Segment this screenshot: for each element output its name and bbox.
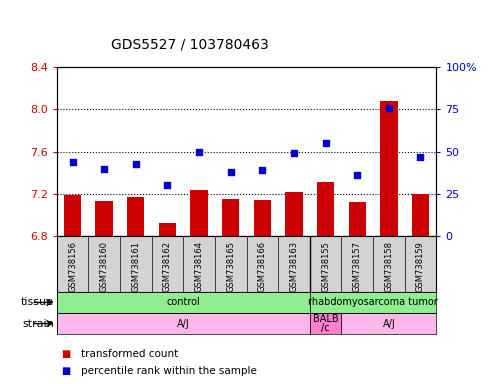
Point: [195, 149, 203, 155]
Bar: [349, 202, 366, 236]
Bar: [222, 199, 240, 236]
Bar: [253, 200, 271, 236]
Text: A/J: A/J: [383, 318, 395, 329]
Bar: [96, 201, 113, 236]
Bar: [310, 313, 341, 334]
Bar: [341, 313, 436, 334]
Text: transformed count: transformed count: [81, 349, 178, 359]
Text: BALB
/c: BALB /c: [313, 314, 338, 333]
Point: [132, 161, 140, 167]
Point: [227, 169, 235, 175]
Bar: [310, 292, 436, 313]
Text: ■: ■: [62, 366, 71, 376]
Text: A/J: A/J: [177, 318, 190, 329]
Bar: [159, 223, 176, 236]
Text: rhabdomyosarcoma tumor: rhabdomyosarcoma tumor: [308, 297, 438, 308]
Bar: [64, 195, 81, 236]
Text: tissue: tissue: [21, 297, 54, 308]
Bar: [57, 313, 310, 334]
Point: [258, 167, 266, 173]
Bar: [380, 101, 397, 236]
Text: GDS5527 / 103780463: GDS5527 / 103780463: [111, 38, 268, 52]
Point: [69, 159, 76, 165]
Bar: [57, 292, 310, 313]
Point: [417, 154, 424, 160]
Point: [353, 172, 361, 179]
Bar: [190, 190, 208, 236]
Point: [321, 140, 329, 146]
Point: [164, 182, 172, 189]
Text: strain: strain: [22, 318, 54, 329]
Point: [100, 166, 108, 172]
Point: [385, 105, 393, 111]
Bar: [317, 182, 334, 236]
Text: control: control: [166, 297, 200, 308]
Bar: [285, 192, 303, 236]
Point: [290, 150, 298, 156]
Text: percentile rank within the sample: percentile rank within the sample: [81, 366, 257, 376]
Text: ■: ■: [62, 349, 71, 359]
Bar: [412, 194, 429, 236]
Bar: [127, 197, 144, 236]
